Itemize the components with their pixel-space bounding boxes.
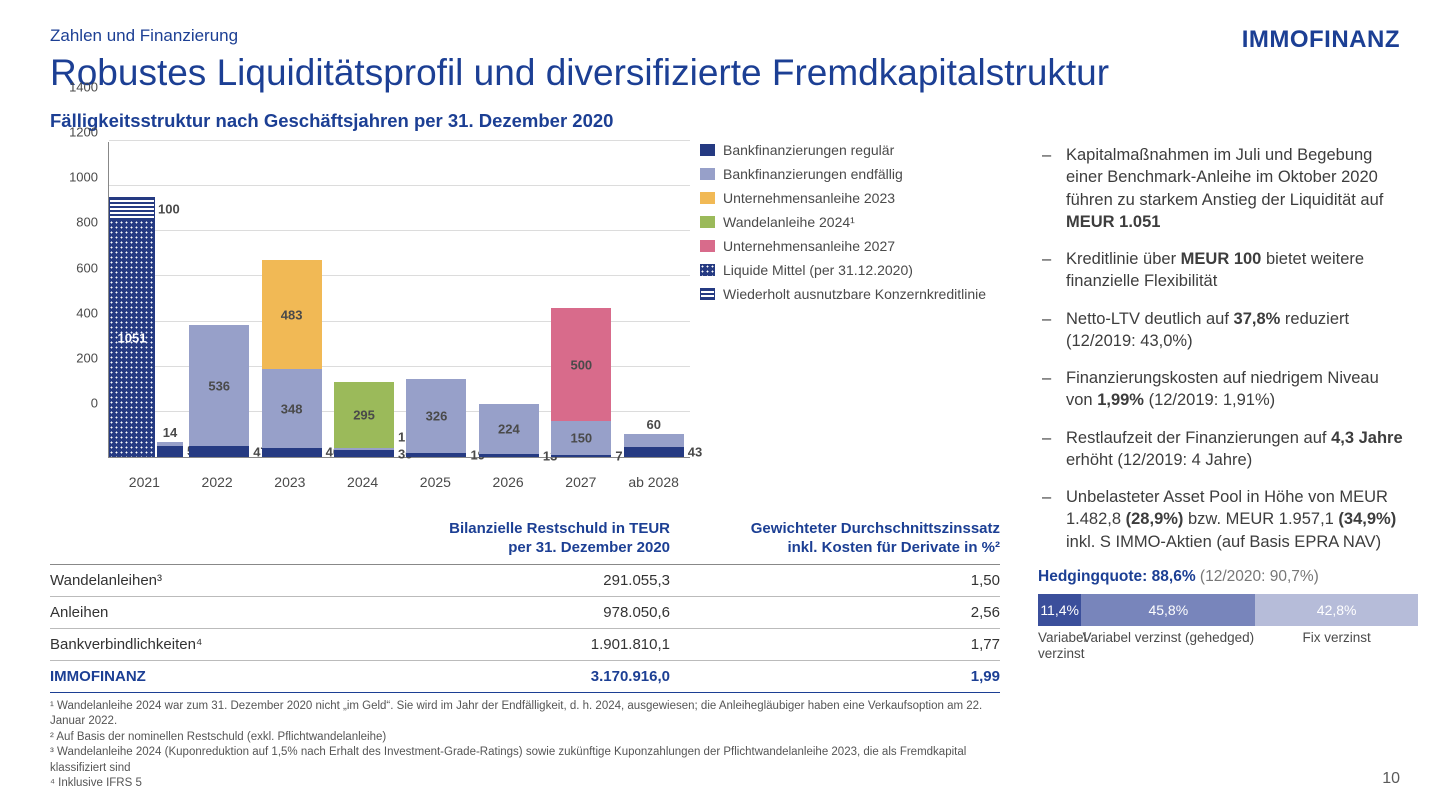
maturity-chart: 0200400600800100012001400 10511005114475… <box>50 138 1000 498</box>
page-number: 10 <box>1382 770 1400 788</box>
eyebrow: Zahlen und Finanzierung <box>50 26 1404 46</box>
hedging-title: Hedgingquote: 88,6% (12/2020: 90,7%) <box>1038 568 1404 586</box>
bullet-list: Kapitalmaßnahmen im Juli und Begebung ei… <box>1038 144 1404 553</box>
debt-table: Bilanzielle Restschuld in TEURper 31. De… <box>50 520 1000 693</box>
hedging-bar: 11,4%45,8%42,8% <box>1038 594 1418 626</box>
footnotes: ¹ Wandelanleihe 2024 war zum 31. Dezembe… <box>50 699 1010 792</box>
hedging-labels: Variabel verzinstVariabel verzinst (gehe… <box>1038 630 1418 662</box>
chart-legend: Bankfinanzierungen regulärBankfinanzieru… <box>700 142 990 310</box>
brand-logo: IMMOFINANZ <box>1242 26 1400 54</box>
chart-title: Fälligkeitsstruktur nach Geschäftsjahren… <box>50 110 1404 132</box>
page-title: Robustes Liquiditätsprofil und diversifi… <box>50 52 1404 94</box>
